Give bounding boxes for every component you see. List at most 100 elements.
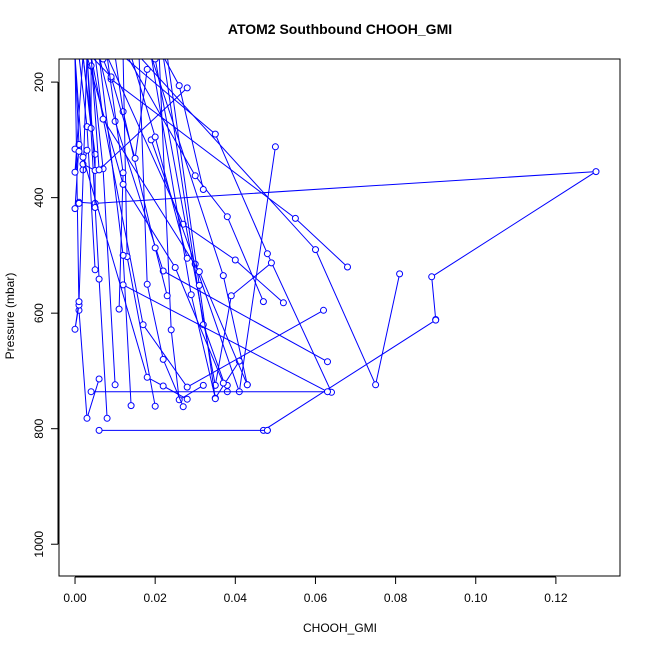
- series-line: [141, 59, 401, 387]
- series-line: [158, 59, 204, 401]
- series-layer: [71, 59, 600, 434]
- data-point: [119, 169, 127, 177]
- data-point: [279, 299, 287, 307]
- data-point: [119, 251, 127, 259]
- data-point: [103, 414, 111, 422]
- series-38: [89, 59, 191, 174]
- data-point: [183, 254, 191, 262]
- data-point: [187, 291, 195, 299]
- plot-frame: [58, 58, 621, 577]
- series-line: [74, 59, 88, 330]
- data-point: [183, 395, 191, 403]
- data-point: [87, 388, 95, 396]
- series-25: [89, 59, 119, 389]
- series-line: [91, 59, 324, 388]
- data-point: [115, 305, 123, 313]
- x-tick-label: 0.04: [224, 591, 248, 605]
- data-point: [127, 402, 135, 410]
- data-point: [107, 73, 115, 81]
- y-tick-label: 400: [32, 187, 46, 207]
- data-point: [79, 153, 87, 161]
- data-point: [143, 373, 151, 381]
- series-line: [93, 59, 148, 159]
- series-line: [102, 59, 348, 268]
- data-point: [219, 272, 227, 280]
- data-point: [592, 168, 600, 176]
- x-tick-label: 0.12: [544, 591, 568, 605]
- data-point: [324, 358, 331, 366]
- series-line: [99, 59, 328, 363]
- data-point: [263, 250, 271, 258]
- data-point: [183, 84, 191, 92]
- series-22: [89, 59, 151, 162]
- data-point: [211, 395, 219, 403]
- data-point: [231, 256, 239, 264]
- data-point: [71, 325, 79, 333]
- data-point: [171, 264, 179, 271]
- data-point: [312, 246, 319, 254]
- data-point: [320, 306, 327, 314]
- series-39: [79, 153, 191, 403]
- x-axis-label: CHOOH_GMI: [303, 621, 377, 635]
- x-tick-label: 0.00: [63, 591, 87, 605]
- data-point: [396, 270, 404, 278]
- series-16: [157, 59, 207, 404]
- data-point: [324, 388, 331, 396]
- x-tick-label: 0.06: [304, 591, 328, 605]
- data-point: [111, 381, 119, 389]
- data-point: [267, 259, 275, 267]
- data-point: [143, 280, 151, 288]
- data-point: [291, 214, 299, 222]
- data-point: [139, 321, 147, 329]
- x-tick-label: 0.08: [384, 591, 408, 605]
- data-point: [111, 117, 119, 125]
- data-point: [219, 379, 227, 387]
- series-line: [150, 139, 276, 392]
- series-17: [161, 59, 207, 193]
- series-41: [93, 59, 251, 389]
- data-point: [211, 130, 219, 138]
- chart-title: ATOM2 Southbound CHOOH_GMI: [228, 21, 452, 37]
- data-point: [195, 268, 203, 276]
- series-35: [71, 59, 89, 333]
- data-point: [199, 186, 207, 193]
- data-point: [95, 375, 103, 383]
- data-point: [199, 381, 207, 389]
- data-point: [428, 273, 436, 281]
- series-36: [71, 59, 85, 176]
- data-point: [432, 316, 440, 324]
- y-axis-label: Pressure (mbar): [3, 273, 17, 360]
- data-point: [372, 381, 380, 389]
- axes-layer: 0.00 0.02 0.04 0.06 0.08 0.10 0.12 200 400 600 800…: [32, 72, 568, 605]
- series-line: [154, 59, 272, 386]
- data-point: [344, 263, 351, 271]
- series-line: [107, 59, 284, 304]
- data-point: [151, 133, 159, 141]
- data-point: [95, 166, 103, 174]
- data-point: [259, 298, 267, 306]
- series-line: [82, 157, 188, 400]
- x-tick-label: 0.02: [143, 591, 167, 605]
- data-point: [75, 147, 83, 155]
- series-9: [151, 59, 275, 389]
- data-point: [99, 115, 107, 123]
- data-point: [227, 292, 235, 300]
- series-2: [137, 59, 404, 389]
- data-point: [175, 82, 183, 90]
- data-point: [119, 180, 127, 188]
- data-point: [163, 292, 171, 300]
- y-tick-label: 1000: [32, 531, 46, 558]
- series-line: [115, 59, 168, 296]
- y-tick-label: 600: [32, 303, 46, 323]
- data-point: [95, 275, 103, 283]
- series-15: [165, 59, 219, 403]
- data-point: [195, 281, 203, 289]
- data-point: [75, 298, 83, 306]
- x-tick-label: 0.10: [464, 591, 488, 605]
- data-point: [95, 426, 103, 434]
- data-point: [83, 146, 91, 154]
- series-18: [129, 59, 191, 262]
- data-point: [91, 150, 99, 158]
- data-point: [271, 143, 279, 151]
